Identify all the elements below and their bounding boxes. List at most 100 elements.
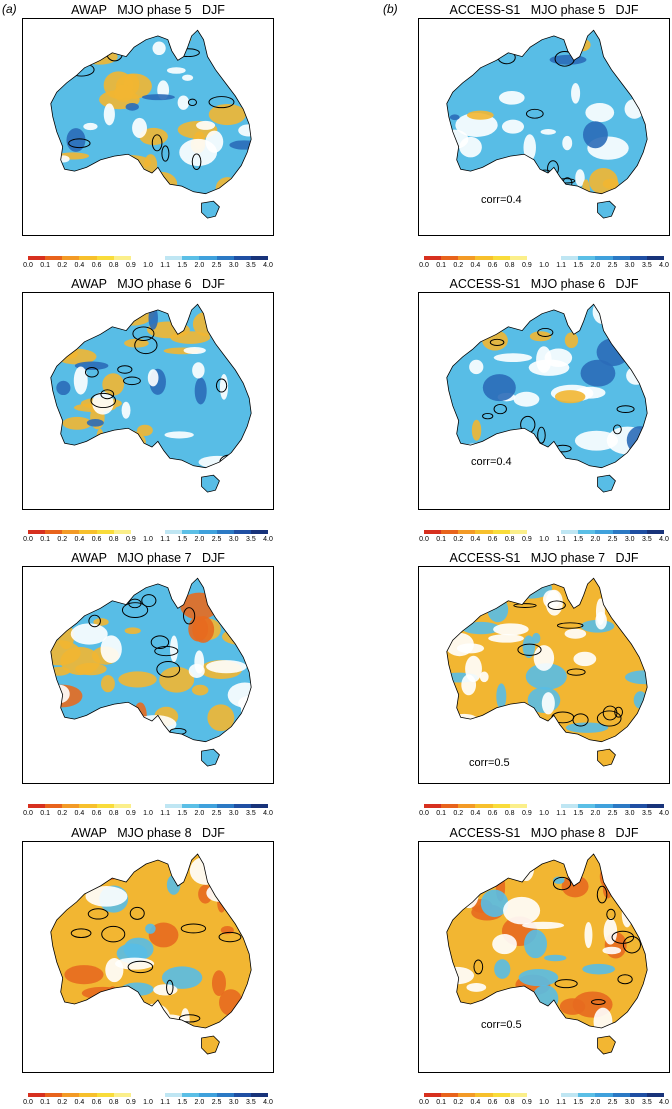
colorbar-segment	[233, 804, 251, 808]
colorbar-segment	[216, 256, 234, 260]
colorbar-segment	[182, 1093, 200, 1097]
colorbar-tick-label: 0.2	[453, 262, 464, 269]
colorbar-segment	[216, 1093, 234, 1097]
colorbar: 0.0 0.1 0.2 0.4 0.6 0.8 0.9 1.0 1.1 1.5 2.0 2.5 3.0 3…	[419, 804, 669, 820]
map-frame: corr=0.4	[418, 292, 670, 510]
colorbar-tick-label: 1.1	[160, 536, 171, 543]
colorbar-segment	[646, 1093, 664, 1097]
colorbar-segment	[629, 804, 647, 808]
colorbar-segment	[646, 256, 664, 260]
colorbar-tick-label: 2.5	[211, 810, 222, 817]
colorbar-tick-label: 3.5	[641, 536, 652, 543]
colorbar-segment	[441, 804, 459, 808]
australia-outline	[50, 303, 252, 469]
colorbar-tick-label: 2.0	[194, 262, 205, 269]
australia-outline	[50, 577, 252, 743]
colorbar: 0.0 0.1 0.2 0.4 0.6 0.8 0.9 1.0 1.1 1.5 2.0 2.5 3.0 3…	[23, 1093, 273, 1109]
colorbar-tick-label: 0.8	[108, 536, 119, 543]
australia-rainfall-map	[50, 577, 252, 767]
colorbar-segment	[595, 1093, 613, 1097]
colorbar-tick-label: 0.4	[74, 810, 85, 817]
colorbar-segment	[79, 804, 97, 808]
colorbar-segment	[629, 530, 647, 534]
colorbar-segment	[250, 1093, 268, 1097]
colorbar-segment	[458, 530, 476, 534]
tasmania-outline	[597, 748, 616, 767]
colorbar-tick-label: 3.5	[641, 810, 652, 817]
panel-title: AWAP MJO phase 6 DJF	[71, 277, 225, 291]
correlation-label: corr=0.5	[469, 757, 510, 769]
australia-rainfall-map	[446, 303, 648, 493]
colorbar-segment	[646, 530, 664, 534]
colorbar-segment	[561, 530, 579, 534]
colorbar: 0.0 0.1 0.2 0.4 0.6 0.8 0.9 1.0 1.1 1.5 2.0 2.5 3.0 3…	[419, 530, 669, 546]
colorbar-segment	[509, 530, 527, 534]
colorbar-tick-label: 0.9	[125, 1099, 136, 1106]
colorbar: 0.0 0.1 0.2 0.4 0.6 0.8 0.9 1.0 1.1 1.5 2.0 2.5 3.0 3…	[419, 1093, 669, 1109]
colorbar-tick-label: 1.5	[573, 536, 584, 543]
colorbar-segment	[182, 530, 200, 534]
colorbar-tick-label: 0.8	[108, 810, 119, 817]
colorbar-segment	[441, 530, 459, 534]
colorbar-tick-label: 1.1	[556, 1099, 567, 1106]
colorbar-segment	[199, 804, 217, 808]
colorbar-segment	[79, 256, 97, 260]
panel-title: AWAP MJO phase 7 DJF	[71, 551, 225, 565]
colorbar-tick-label: 0.9	[521, 262, 532, 269]
colorbar-tick-label: 1.1	[160, 810, 171, 817]
colorbar-segment	[578, 804, 596, 808]
colorbar-segment	[113, 256, 131, 260]
colorbar-tick-label: 1.0	[143, 262, 153, 269]
colorbar-tick-label: 0.8	[108, 262, 119, 269]
colorbar-segment	[45, 1093, 63, 1097]
colorbar-segment	[182, 804, 200, 808]
colorbar-segment	[526, 530, 544, 534]
colorbar-segment	[526, 1093, 544, 1097]
colorbar-tick-label: 3.0	[228, 810, 239, 817]
colorbar-segment	[216, 530, 234, 534]
colorbar-tick-label: 0.1	[436, 810, 447, 817]
colorbar-segment	[182, 256, 200, 260]
colorbar-tick-label: 2.5	[211, 1099, 222, 1106]
colorbar-segment	[492, 530, 510, 534]
correlation-label: corr=0.4	[471, 456, 512, 468]
colorbar-segment	[233, 530, 251, 534]
colorbar-tick-label: 3.0	[228, 262, 239, 269]
colorbar-segment	[492, 256, 510, 260]
panel-title: ACCESS-S1 MJO phase 5 DJF	[449, 3, 639, 17]
australia-rainfall-map	[446, 853, 648, 1055]
colorbar-tick-label: 0.0	[419, 262, 429, 269]
colorbar-tick-label: 2.5	[607, 536, 618, 543]
tasmania-outline	[597, 474, 616, 493]
colorbar-tick-label: 0.1	[40, 1099, 51, 1106]
colorbar-tick-label: 0.9	[125, 262, 136, 269]
tasmania-outline	[201, 748, 220, 767]
colorbar-segment	[28, 530, 46, 534]
colorbar-segment	[561, 256, 579, 260]
map-frame	[22, 18, 274, 236]
tasmania-outline	[201, 474, 220, 493]
colorbar-tick-label: 3.5	[641, 262, 652, 269]
colorbar-segment	[612, 804, 630, 808]
colorbar-tick-label: 0.4	[470, 810, 481, 817]
tasmania-outline	[201, 200, 220, 219]
colorbar-segment	[233, 256, 251, 260]
colorbar-tick-label: 0.0	[419, 1099, 429, 1106]
colorbar-tick-label: 4.0	[263, 262, 273, 269]
colorbar-tick-label: 0.1	[436, 262, 447, 269]
colorbar-tick-label: 0.9	[521, 810, 532, 817]
colorbar-segment	[424, 530, 442, 534]
colorbar-tick-label: 1.0	[143, 810, 153, 817]
colorbar-tick-label: 0.9	[521, 536, 532, 543]
colorbar-tick-label: 0.8	[504, 810, 515, 817]
colorbar-tick-label: 0.0	[23, 536, 33, 543]
colorbar-tick-label: 0.6	[487, 810, 498, 817]
colorbar-tick-label: 1.1	[160, 1099, 171, 1106]
colorbar-segment	[526, 256, 544, 260]
tasmania-outline	[597, 200, 616, 219]
colorbar-tick-label: 4.0	[659, 262, 669, 269]
colorbar-segment	[458, 1093, 476, 1097]
map-frame	[22, 566, 274, 784]
colorbar-segment	[199, 256, 217, 260]
colorbar-tick-label: 1.1	[160, 262, 171, 269]
